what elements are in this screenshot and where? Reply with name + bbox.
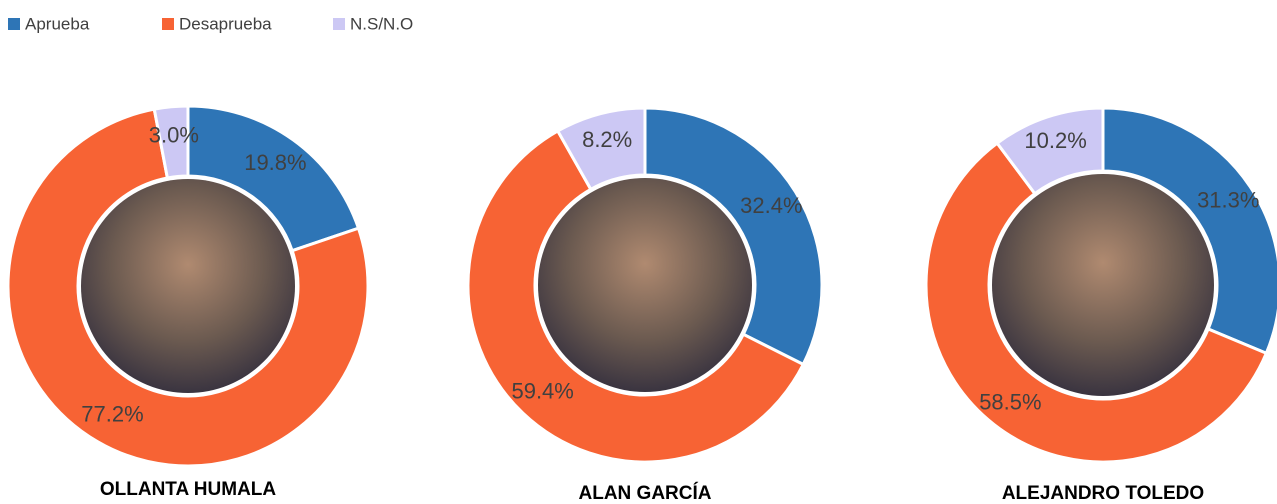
legend-swatch (162, 18, 174, 30)
donut-slice (924, 141, 1269, 464)
donut-slice (1101, 106, 1277, 356)
value-label: 32.4% (740, 193, 802, 218)
chart-title: ALEJANDRO TOLEDO (1002, 483, 1204, 504)
donut-slice (643, 106, 824, 367)
photo (992, 174, 1214, 396)
value-label: 10.2% (1024, 128, 1086, 153)
chart-title: OLLANTA HUMALA (100, 479, 277, 500)
legend-label: Desaprueba (179, 14, 272, 33)
value-label: 77.2% (81, 401, 143, 426)
donut-slice (6, 107, 370, 468)
value-label: 59.4% (511, 378, 573, 403)
legend-swatch (333, 18, 345, 30)
donut-slice (555, 106, 647, 192)
legend-swatch (8, 18, 20, 30)
value-label: 8.2% (582, 127, 632, 152)
value-label: 31.3% (1197, 187, 1259, 212)
value-label: 19.8% (244, 150, 306, 175)
chart-title: ALAN GARCÍA (579, 482, 712, 504)
value-label: 3.0% (149, 122, 199, 147)
photo (538, 178, 752, 392)
donut-slice (995, 106, 1105, 196)
photo (81, 179, 295, 393)
legend-label: N.S/N.O (350, 14, 413, 33)
donut-slice (466, 128, 806, 464)
donut-slice (152, 104, 190, 180)
value-label: 58.5% (979, 389, 1041, 414)
legend-label: Aprueba (25, 14, 90, 33)
donut-slice (186, 104, 361, 253)
